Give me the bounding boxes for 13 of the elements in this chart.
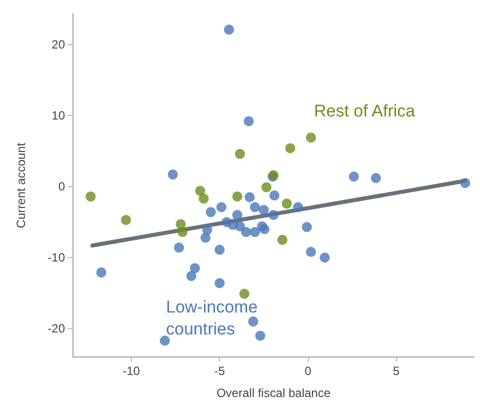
y-axis-title: Current account (14, 142, 28, 228)
y-tick-label: 10 (52, 108, 66, 123)
x-axis-title: Overall fiscal balance (216, 386, 331, 400)
x-tick-label: -10 (122, 364, 140, 378)
y-tick-label: 20 (52, 38, 66, 52)
y-tick-label: -10 (48, 250, 66, 265)
y-tick-label: -20 (48, 322, 66, 336)
x-tick-label: 5 (392, 364, 400, 378)
y-tick-label: 0 (58, 180, 66, 194)
x-tick-label: 0 (304, 364, 312, 378)
series-label: Low-income countries (166, 298, 262, 338)
series-label: Rest of Africa (314, 102, 416, 120)
x-tick-label: -5 (214, 364, 226, 378)
